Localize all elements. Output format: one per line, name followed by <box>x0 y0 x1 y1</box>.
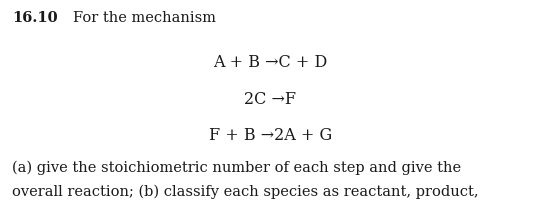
Text: overall reaction; (b) classify each species as reactant, product,: overall reaction; (b) classify each spec… <box>12 185 479 199</box>
Text: For the mechanism: For the mechanism <box>73 11 216 25</box>
Text: F + B →2A + G: F + B →2A + G <box>209 128 332 144</box>
Text: (a) give the stoichiometric number of each step and give the: (a) give the stoichiometric number of ea… <box>12 160 461 175</box>
Text: 2C →F: 2C →F <box>245 91 296 108</box>
Text: A + B →C + D: A + B →C + D <box>213 54 328 71</box>
Text: 16.10: 16.10 <box>12 11 57 25</box>
